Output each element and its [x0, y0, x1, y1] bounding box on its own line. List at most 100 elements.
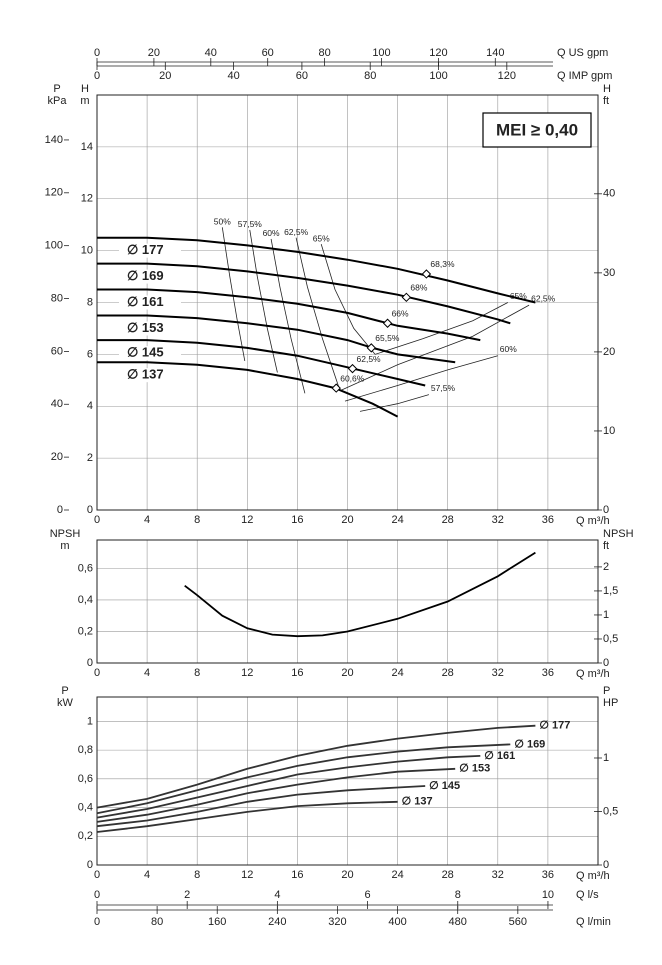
x3-tick-label: 20 [159, 70, 171, 82]
x2-tick-label: 6 [365, 889, 371, 901]
x-tick-label: 24 [391, 869, 403, 881]
x-tick-label: 8 [194, 514, 200, 526]
y2-tick-label: 1 [603, 752, 609, 764]
plot-frame [96, 696, 599, 866]
x-tick-label: 12 [241, 514, 253, 526]
y2-tick-label: 1,5 [603, 585, 618, 597]
x-tick-label: 36 [542, 514, 554, 526]
x-tick-label: 24 [391, 514, 403, 526]
label-bg [119, 295, 181, 310]
x-tick-label: 0 [94, 514, 100, 526]
curve [96, 755, 481, 819]
label-bg [119, 368, 181, 383]
curve [97, 361, 399, 418]
x3-axis-title: Q l/min [576, 916, 611, 928]
x3-tick-label: 480 [449, 916, 467, 928]
series-label: ∅ 145 [127, 345, 164, 360]
x2-tick-label: 140 [486, 47, 504, 59]
y-tick-label: 0 [87, 859, 93, 871]
y-tick-label: 2 [87, 452, 93, 464]
x-axis-title: Q m³/h [576, 515, 610, 527]
x2-tick-label: 60 [262, 47, 274, 59]
y2-tick-label: 40 [603, 188, 615, 200]
x-tick-label: 24 [391, 667, 403, 679]
y2-tick-label: 2 [603, 561, 609, 573]
x2-tick-label: 4 [274, 889, 280, 901]
x-tick-label: 32 [492, 869, 504, 881]
y3-tick-label: 20 [51, 451, 63, 463]
x3-tick-label: 60 [296, 70, 308, 82]
x2-tick-label: 120 [429, 47, 447, 59]
y2-tick-label: 30 [603, 267, 615, 279]
y2-axis-title: ft [603, 540, 609, 552]
efficiency-label: 50% [214, 217, 231, 227]
x-tick-label: 20 [341, 869, 353, 881]
y-tick-label: 0,2 [78, 830, 93, 842]
y-tick-label: 0,4 [78, 594, 93, 606]
series-label: ∅ 153 [459, 763, 490, 775]
series-label: ∅ 137 [402, 796, 433, 808]
series-label: ∅ 177 [127, 242, 164, 257]
curve [97, 339, 426, 387]
bep-marker [366, 343, 377, 353]
label-bg [119, 269, 181, 284]
curve [97, 288, 481, 342]
x-axis-title: Q m³/h [576, 668, 610, 680]
x-tick-label: 20 [341, 514, 353, 526]
annotation: MEI ≥ 0,40 [496, 120, 578, 139]
bep-label: 68% [410, 283, 427, 293]
bep-label: 68,3% [430, 259, 455, 269]
x-tick-label: 36 [542, 667, 554, 679]
x2-axis-title: Q l/s [576, 889, 599, 901]
efficiency-label: 65% [313, 233, 330, 243]
x-tick-label: 16 [291, 514, 303, 526]
y3-tick-label: 140 [45, 134, 63, 146]
x-tick-label: 12 [241, 869, 253, 881]
x-tick-label: 0 [94, 869, 100, 881]
efficiency-label: 62,5% [284, 227, 309, 237]
series-label: ∅ 153 [127, 320, 164, 335]
x-tick-label: 32 [492, 514, 504, 526]
y-tick-label: 4 [87, 400, 93, 412]
x-tick-label: 28 [442, 514, 454, 526]
x-tick-label: 12 [241, 667, 253, 679]
curve [96, 767, 456, 823]
bep-marker [382, 318, 393, 328]
efficiency-line [374, 302, 508, 355]
efficiency-line [270, 238, 306, 394]
efficiency-line [221, 227, 246, 361]
x3-tick-label: 160 [208, 916, 226, 928]
efficiency-label: 57,5% [238, 219, 263, 229]
y2-tick-label: 0,5 [603, 633, 618, 645]
x2-tick-label: 40 [205, 47, 217, 59]
label-bg [119, 321, 181, 336]
y2-tick-label: 10 [603, 425, 615, 437]
efficiency-label: 62,5% [531, 293, 556, 303]
bep-label: 66% [392, 309, 409, 319]
x3-tick-label: 80 [364, 70, 376, 82]
series-label: ∅ 145 [429, 780, 460, 792]
x3-tick-label: 240 [268, 916, 286, 928]
x2-axis-title: Q US gpm [557, 47, 608, 59]
y-tick-label: 0,6 [78, 773, 93, 785]
x2-tick-label: 2 [184, 889, 190, 901]
x-axis-title: Q m³/h [576, 870, 610, 882]
y3-tick-label: 80 [51, 292, 63, 304]
label-bg [119, 346, 181, 361]
curve [96, 743, 511, 815]
y2-axis-title: NPSH [603, 528, 634, 540]
bep-marker [401, 292, 412, 303]
x3-tick-label: 100 [429, 70, 447, 82]
x-tick-label: 28 [442, 667, 454, 679]
x3-axis-title: Q IMP gpm [557, 70, 612, 82]
y2-axis-title: H [603, 83, 611, 95]
y-axis-title: m [80, 95, 89, 107]
series-label: ∅ 169 [127, 268, 164, 283]
x2-tick-label: 0 [94, 47, 100, 59]
y2-axis-title: ft [603, 95, 609, 107]
y-tick-label: 10 [81, 245, 93, 257]
annotation-box [482, 112, 592, 148]
y3-tick-label: 60 [51, 345, 63, 357]
efficiency-label: 60% [263, 228, 280, 238]
